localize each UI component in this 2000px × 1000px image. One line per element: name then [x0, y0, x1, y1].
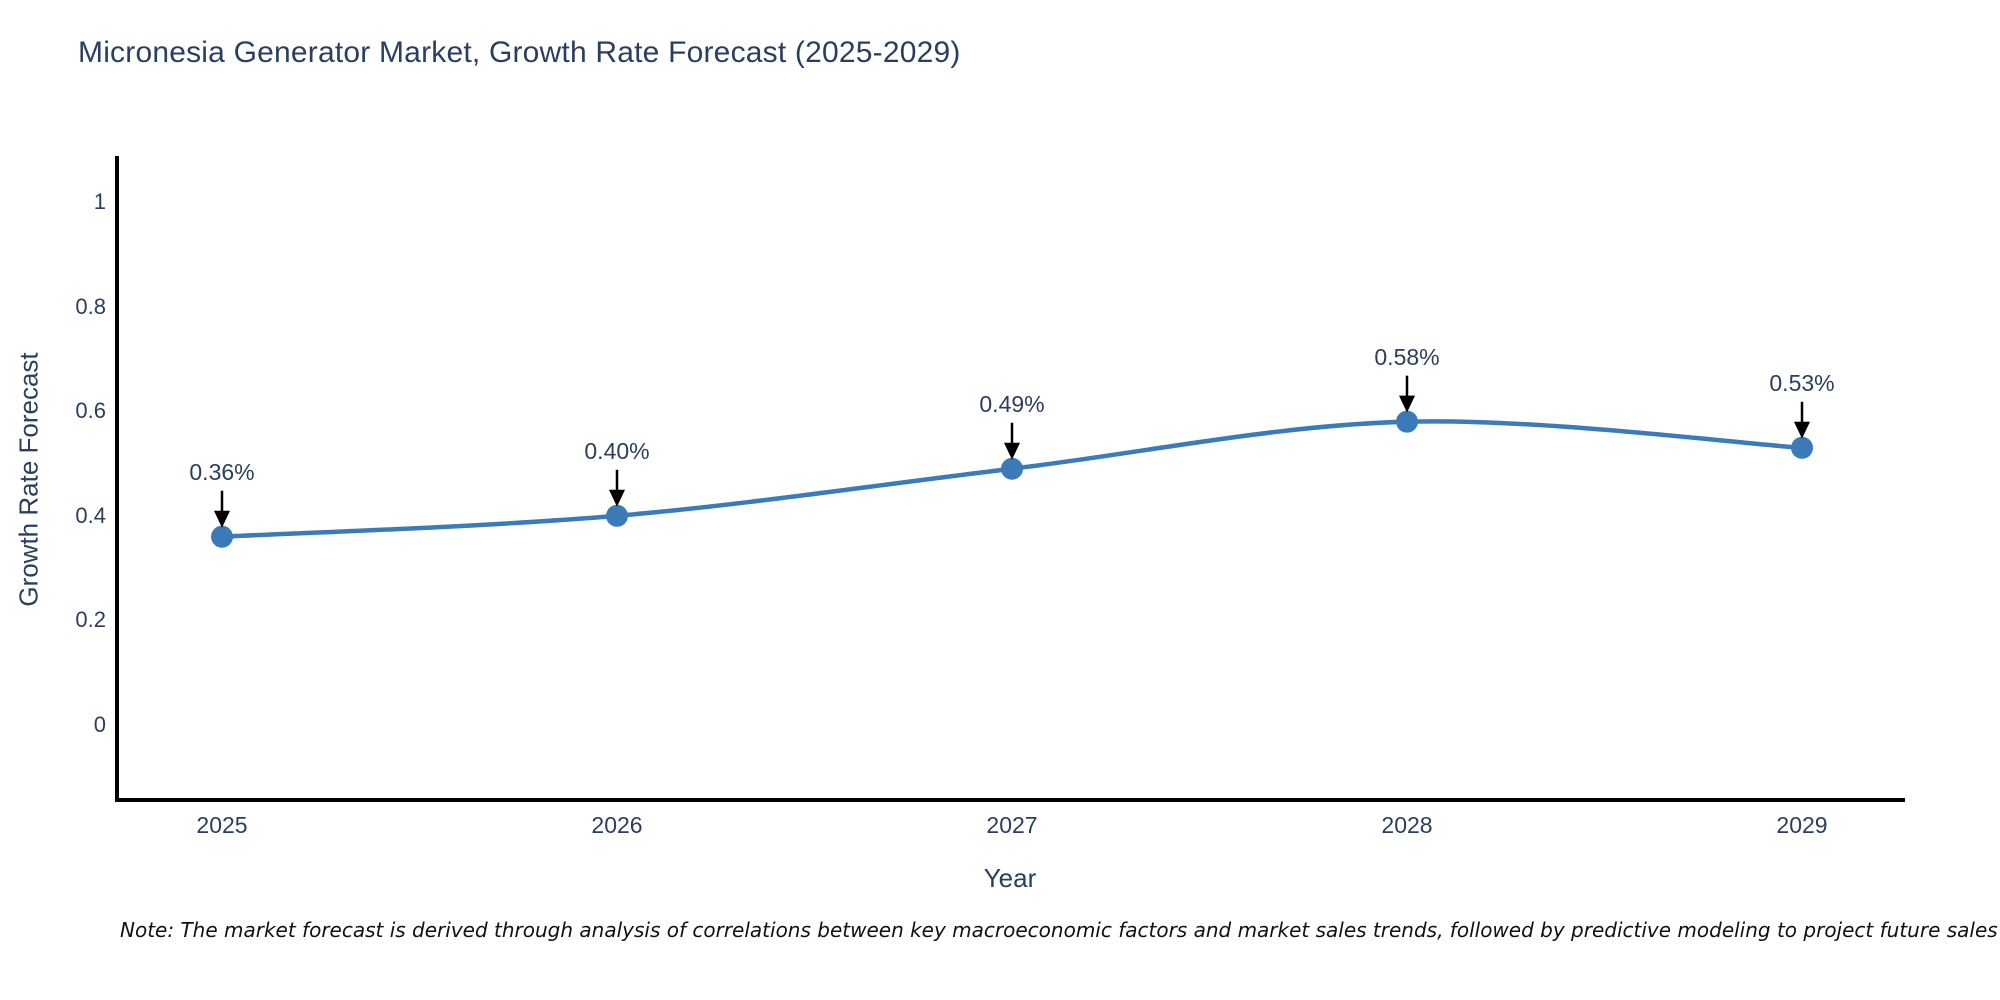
data-point-2028 [1396, 410, 1418, 433]
point-label-2025: 0.36% [189, 458, 255, 485]
annotation-arrowhead-icon [214, 510, 230, 528]
data-point-2029 [1791, 436, 1813, 459]
data-point-2027 [1001, 457, 1023, 480]
data-point-2026 [606, 504, 628, 527]
y-tick-label-1: 1 [93, 189, 106, 214]
x-tick-label-2027: 2027 [986, 812, 1038, 838]
annotation-arrowhead-icon [1794, 421, 1810, 439]
y-tick-label-0.4: 0.4 [75, 502, 106, 528]
annotation-arrowhead-icon [609, 489, 625, 507]
point-label-2027: 0.49% [979, 390, 1045, 417]
annotation-arrowhead-icon [1004, 442, 1020, 460]
chart-title: Micronesia Generator Market, Growth Rate… [78, 36, 961, 69]
y-tick-label-0.2: 0.2 [75, 607, 106, 633]
point-label-2028: 0.58% [1374, 343, 1440, 370]
footnote: Note: The market forecast is derived thr… [120, 918, 1998, 942]
point-label-2026: 0.40% [584, 437, 650, 464]
x-tick-label-2028: 2028 [1381, 812, 1433, 838]
x-axis-title: Year [983, 863, 1037, 893]
x-tick-label-2025: 2025 [196, 812, 248, 838]
point-label-2029: 0.53% [1769, 369, 1835, 396]
y-tick-label-0.8: 0.8 [75, 293, 106, 319]
y-tick-label-0.6: 0.6 [75, 398, 106, 424]
annotation-arrowhead-icon [1399, 395, 1415, 413]
x-tick-label-2029: 2029 [1776, 812, 1828, 838]
x-tick-label-2026: 2026 [591, 812, 643, 838]
y-tick-label-0: 0 [93, 712, 106, 737]
data-point-2025 [211, 525, 233, 548]
